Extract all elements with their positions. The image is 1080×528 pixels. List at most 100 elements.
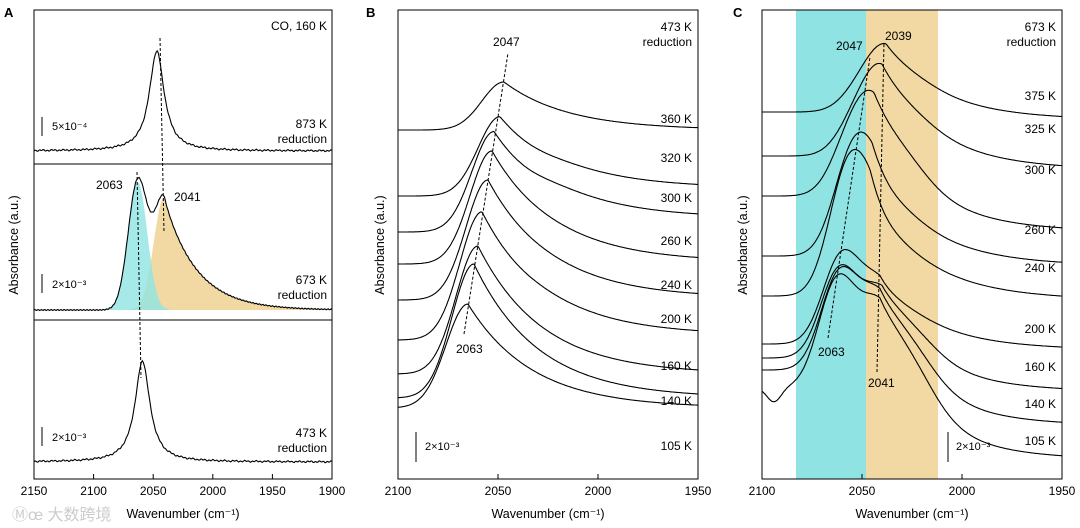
spectrum-line (761, 273, 1062, 457)
subpanel-bot-frame (33, 319, 333, 480)
series-label: 300 K (661, 191, 692, 205)
series-label: 200 K (1025, 322, 1056, 336)
peak-annotation: 2041 (174, 190, 201, 204)
series-label: 260 K (661, 234, 692, 248)
guide-2063 (136, 171, 142, 379)
series-label: 375 K (1025, 89, 1056, 103)
series-label: 240 K (661, 278, 692, 292)
peak-annotation: 2063 (456, 342, 483, 356)
series-label: 260 K (1025, 223, 1056, 237)
series-label: 325 K (1025, 122, 1056, 136)
panel-c-frame (761, 9, 1063, 480)
series-label: reduction (278, 288, 327, 302)
panel-c-series-labels: 105 K 140 K 160 K 200 K 240 K 260 K 300 K 325 K… (1025, 89, 1056, 448)
panel-c-xlabel: Wavenumber (cm⁻¹) (855, 507, 968, 521)
peak-annotation: 2041 (868, 376, 895, 390)
series-label: reduction (278, 441, 327, 455)
spectrum-line (398, 116, 698, 197)
cyan-band (796, 10, 866, 479)
x-tick-label: 2100 (80, 484, 107, 498)
series-label: 105 K (1025, 434, 1056, 448)
panel-a-ylabel: Absorbance (a.u.) (7, 195, 21, 294)
panel-b-title: 473 K (661, 20, 692, 34)
series-label: 360 K (661, 112, 692, 126)
spectrum-473k (33, 359, 333, 464)
spectrum-line (762, 264, 1063, 390)
spectrum-line (397, 263, 699, 399)
component-2041-fill (34, 198, 332, 310)
panel-b-title: reduction (643, 35, 692, 49)
series-label: 300 K (1025, 163, 1056, 177)
guide-2041 (159, 37, 165, 233)
panel-a-title: CO, 160 K (271, 19, 327, 33)
peak-annotation: 2063 (818, 345, 845, 359)
panel-c-series (761, 43, 1063, 457)
spectrum-line (398, 179, 699, 301)
series-label: 160 K (661, 359, 692, 373)
spectrum-line (397, 303, 698, 408)
peak-annotation: 2063 (96, 178, 123, 192)
spectrum-line (398, 245, 699, 375)
panel-c-bands (796, 10, 938, 479)
series-label: 673 K (296, 273, 327, 287)
peak-annotation: 2047 (836, 39, 863, 53)
panel-b-series (397, 81, 699, 408)
x-tick-label: 2050 (485, 484, 512, 498)
series-label: 873 K (296, 117, 327, 131)
panel-b-frame (397, 9, 699, 480)
scale-bar-label: 2×10⁻³ (425, 441, 460, 453)
scale-bar-label: 5×10⁻⁴ (52, 121, 88, 133)
spectrum-line (762, 148, 1062, 297)
spectrum-line (762, 62, 1063, 167)
series-label: 240 K (1025, 261, 1056, 275)
x-tick-label: 2100 (749, 484, 776, 498)
spectrum-line (762, 249, 1062, 348)
x-tick-label: 2000 (949, 484, 976, 498)
series-label: reduction (278, 132, 327, 146)
spectrum-line (762, 89, 1063, 229)
spectrum-line (398, 150, 699, 265)
series-label: 105 K (661, 439, 692, 453)
panel-b-ylabel: Absorbance (a.u.) (373, 195, 387, 294)
series-label: 140 K (1025, 397, 1056, 411)
x-tick-label: 2050 (140, 484, 167, 498)
panel-b-series-labels: 105 K 140 K 160 K 200 K 240 K 260 K 300 K 320 K… (661, 112, 692, 453)
scale-bar-label: 2×10⁻³ (52, 432, 87, 444)
series-label: 200 K (661, 312, 692, 326)
tan-band (866, 10, 938, 479)
panel-c-title: 673 K (1025, 20, 1056, 34)
x-tick-label: 2050 (849, 484, 876, 498)
panel-a: A Absorbance (a.u.) CO, 160 K 5×10⁻⁴ 873… (4, 5, 346, 521)
spectrum-line (762, 43, 1063, 118)
series-label: 160 K (1025, 360, 1056, 374)
scale-bar-label: 2×10⁻³ (956, 441, 991, 453)
x-tick-label: 2000 (585, 484, 612, 498)
panel-c-label: C (733, 5, 743, 20)
x-tick-label: 2000 (199, 484, 226, 498)
spectrum-line (762, 266, 1062, 423)
peak-annotation: 2047 (493, 35, 520, 49)
x-tick-label: 1950 (1049, 484, 1076, 498)
spectrum-673k (33, 176, 333, 312)
spectrum-line (398, 211, 699, 341)
panel-b: B Absorbance (a.u.) 2047 2063 473 K redu… (366, 5, 712, 521)
spectrum-line (398, 81, 699, 131)
series-label: 473 K (296, 426, 327, 440)
series-label: 140 K (661, 394, 692, 408)
spectrum-line (762, 131, 1063, 263)
series-label: 320 K (661, 151, 692, 165)
panel-b-label: B (366, 5, 375, 20)
x-tick-label: 2100 (385, 484, 412, 498)
panel-c-title: reduction (1007, 35, 1056, 49)
scale-bar-label: 2×10⁻³ (52, 279, 87, 291)
panel-c: C Absorbance (a.u.) 2047 2039 2063 2041 … (733, 5, 1076, 521)
panel-a-x-axis: 2150 2100 2050 2000 1950 1900 (21, 474, 346, 498)
watermark: Ⓜœ 大数跨境 (12, 505, 112, 524)
panel-c-ylabel: Absorbance (a.u.) (736, 195, 750, 294)
peak-shift-guide-2063 (827, 56, 871, 339)
panel-b-x-axis: 2100 2050 2000 1950 (385, 474, 712, 498)
x-tick-label: 1900 (319, 484, 346, 498)
peak-shift-guide (463, 52, 509, 335)
panel-c-x-axis: 2100 2050 2000 1950 (749, 474, 1076, 498)
